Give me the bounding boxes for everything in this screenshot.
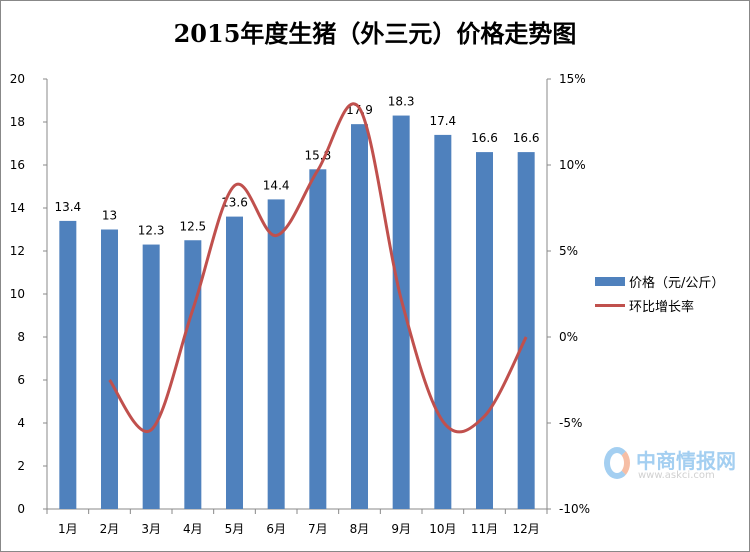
left-tick-label: 16 bbox=[10, 158, 25, 172]
left-tick-label: 0 bbox=[17, 502, 25, 516]
right-tick-label: -5% bbox=[559, 416, 582, 430]
right-tick-label: 5% bbox=[559, 244, 578, 258]
x-tick-label: 3月 bbox=[141, 522, 161, 536]
legend-swatch-bar bbox=[595, 277, 625, 286]
x-tick-label: 9月 bbox=[391, 522, 411, 536]
bar-data-label: 12.5 bbox=[179, 219, 206, 233]
left-tick-label: 10 bbox=[10, 287, 25, 301]
left-tick-label: 12 bbox=[10, 244, 25, 258]
right-tick-label: 0% bbox=[559, 330, 578, 344]
left-tick-label: 2 bbox=[17, 459, 25, 473]
x-tick-label: 8月 bbox=[350, 522, 370, 536]
x-tick-label: 5月 bbox=[225, 522, 245, 536]
left-tick-label: 18 bbox=[10, 115, 25, 129]
chart-title: 2015年度生猪（外三元）价格走势图 bbox=[173, 19, 577, 48]
left-tick-label: 20 bbox=[10, 72, 25, 86]
bar bbox=[517, 152, 535, 509]
x-tick-label: 4月 bbox=[183, 522, 203, 536]
growth-rate-line bbox=[108, 102, 528, 434]
watermark-url: www.askci.com bbox=[638, 470, 715, 481]
bar-data-label: 13.4 bbox=[54, 200, 81, 214]
x-tick-label: 2月 bbox=[100, 522, 120, 536]
bar-data-label: 18.3 bbox=[388, 95, 415, 109]
bar bbox=[434, 134, 452, 509]
left-tick-label: 6 bbox=[17, 373, 25, 387]
watermark-name: 中商情报网 bbox=[636, 449, 736, 473]
x-tick-label: 11月 bbox=[471, 522, 498, 536]
bar-data-label: 16.6 bbox=[471, 131, 498, 145]
left-tick-label: 4 bbox=[17, 416, 25, 430]
bar-data-label: 14.4 bbox=[263, 178, 290, 192]
bar bbox=[351, 124, 368, 510]
x-tick-label: 1月 bbox=[58, 522, 78, 536]
watermark-logo-icon bbox=[604, 447, 630, 479]
bar bbox=[101, 229, 118, 509]
bar-data-label: 17.4 bbox=[429, 114, 456, 128]
left-tick-label: 14 bbox=[10, 201, 25, 215]
right-tick-label: 10% bbox=[559, 158, 586, 172]
x-tick-label: 12月 bbox=[513, 522, 540, 536]
left-tick-label: 8 bbox=[17, 330, 25, 344]
right-tick-label: 15% bbox=[559, 72, 586, 86]
x-tick-label: 10月 bbox=[429, 522, 456, 536]
bar bbox=[59, 220, 77, 509]
bar bbox=[309, 169, 327, 510]
legend-swatch-line bbox=[595, 304, 625, 307]
bar bbox=[476, 152, 493, 509]
x-tick-label: 6月 bbox=[266, 522, 286, 536]
bar bbox=[226, 216, 243, 509]
right-tick-label: -10% bbox=[559, 502, 590, 516]
watermark-logo: 中商情报网 www.askci.com bbox=[604, 445, 744, 485]
legend-item-growth: 环比增长率 bbox=[595, 296, 694, 315]
x-tick-label: 7月 bbox=[308, 522, 328, 536]
bar bbox=[142, 244, 160, 510]
legend-item-price: 价格（元/公斤） bbox=[595, 272, 724, 291]
bar-data-label: 13 bbox=[102, 209, 117, 223]
bar bbox=[267, 199, 285, 509]
legend-label-price: 价格（元/公斤） bbox=[629, 276, 725, 291]
bar-data-label: 16.6 bbox=[513, 131, 540, 145]
bar-data-label: 12.3 bbox=[138, 224, 165, 238]
bar bbox=[184, 240, 202, 509]
bar bbox=[392, 115, 410, 510]
legend-label-growth: 环比增长率 bbox=[629, 300, 695, 315]
